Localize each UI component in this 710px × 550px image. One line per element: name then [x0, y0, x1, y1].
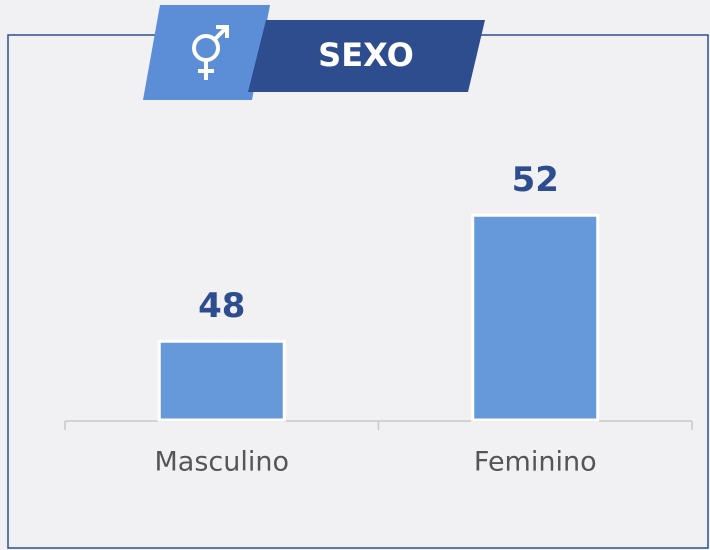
data-label: 52: [512, 160, 559, 200]
title-banner: [248, 20, 485, 92]
gender-icon: [192, 25, 229, 80]
frame: [7, 34, 709, 549]
icon-banner: [143, 5, 270, 100]
x-tick-label: Masculino: [155, 447, 290, 478]
bar: [157, 339, 286, 422]
x-tick-label: Feminino: [474, 447, 597, 478]
bar: [471, 213, 600, 422]
chart-title: SEXO: [318, 36, 414, 74]
data-label: 48: [198, 286, 245, 326]
